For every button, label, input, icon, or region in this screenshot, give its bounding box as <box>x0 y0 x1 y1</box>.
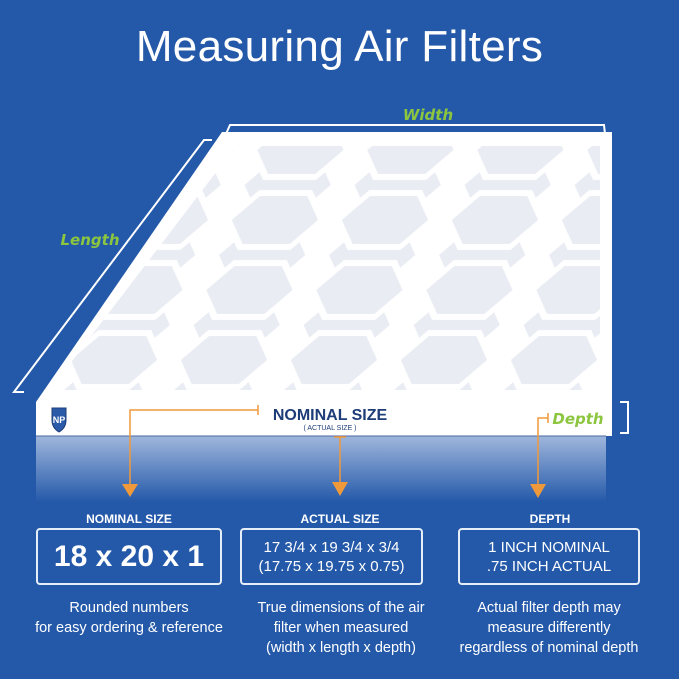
filter-shadow <box>36 436 606 502</box>
filter-front-edge <box>36 402 612 436</box>
actual-size-decimal: (17.75 x 19.75 x 0.75) <box>258 557 405 575</box>
nominal-size-label: NOMINAL SIZE <box>273 407 388 424</box>
actual-size-sublabel: ( ACTUAL SIZE ) <box>303 425 356 432</box>
actual-size-heading: ACTUAL SIZE <box>300 512 380 526</box>
description-line: (width x length x depth) <box>266 640 416 656</box>
page-title: Measuring Air Filters <box>135 22 544 71</box>
depth-nominal-value: 1 INCH NOMINAL <box>488 538 610 556</box>
depth-box: 1 INCH NOMINAL .75 INCH ACTUAL <box>458 528 640 585</box>
width-label: Width <box>403 106 453 124</box>
nominal-size-heading: NOMINAL SIZE <box>86 512 172 526</box>
description-line: measure differently <box>487 620 611 636</box>
arrow-depth <box>530 413 549 498</box>
description-line: True dimensions of the air <box>257 600 425 616</box>
brand-logo: NP <box>51 407 67 433</box>
description-line: regardless of nominal depth <box>459 640 639 656</box>
nominal-size-box: 18 x 20 x 1 <box>36 528 222 585</box>
depth-bracket <box>620 401 629 434</box>
nominal-size-description: Rounded numbers for easy ordering & refe… <box>24 598 234 638</box>
description-line: filter when measured <box>273 620 409 636</box>
width-bracket <box>225 124 606 135</box>
description-line: Rounded numbers <box>69 600 189 616</box>
depth-heading: DEPTH <box>529 512 571 526</box>
arrow-nominal <box>122 405 259 497</box>
description-line: Actual filter depth may <box>477 600 621 616</box>
nominal-size-value: 18 x 20 x 1 <box>53 539 205 573</box>
actual-size-description: True dimensions of the air filter when m… <box>236 598 446 658</box>
arrow-actual <box>332 436 348 496</box>
svg-text:NP: NP <box>53 415 66 425</box>
depth-label: Depth <box>552 410 603 428</box>
depth-actual-value: .75 INCH ACTUAL <box>486 557 612 575</box>
length-label: Length <box>61 231 120 249</box>
filter-media <box>50 146 600 390</box>
actual-size-box: 17 3/4 x 19 3/4 x 3/4 (17.75 x 19.75 x 0… <box>240 528 423 585</box>
depth-description: Actual filter depth may measure differen… <box>444 598 654 658</box>
description-line: for easy ordering & reference <box>35 620 223 636</box>
actual-size-value: 17 3/4 x 19 3/4 x 3/4 <box>263 538 400 556</box>
length-bracket <box>11 139 212 393</box>
